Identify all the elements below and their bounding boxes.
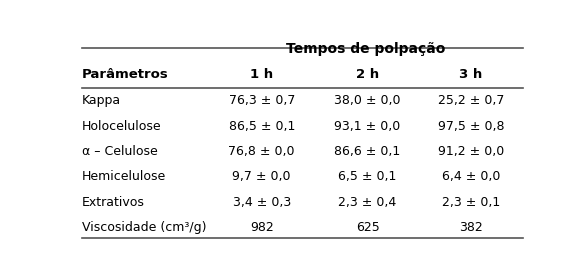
Text: 382: 382 <box>459 221 483 234</box>
Text: 2,3 ± 0,4: 2,3 ± 0,4 <box>338 196 397 209</box>
Text: α – Celulose: α – Celulose <box>81 145 157 158</box>
Text: 86,5 ± 0,1: 86,5 ± 0,1 <box>228 120 295 133</box>
Text: Parâmetros: Parâmetros <box>81 68 168 80</box>
Text: Tempos de polpação: Tempos de polpação <box>286 42 445 56</box>
Text: 2 h: 2 h <box>356 68 379 80</box>
Text: 625: 625 <box>356 221 379 234</box>
Text: Extrativos: Extrativos <box>81 196 145 209</box>
Text: 982: 982 <box>250 221 274 234</box>
Text: 93,1 ± 0,0: 93,1 ± 0,0 <box>335 120 401 133</box>
Text: 76,8 ± 0,0: 76,8 ± 0,0 <box>228 145 295 158</box>
Text: 86,6 ± 0,1: 86,6 ± 0,1 <box>335 145 401 158</box>
Text: 76,3 ± 0,7: 76,3 ± 0,7 <box>228 94 295 107</box>
Text: 97,5 ± 0,8: 97,5 ± 0,8 <box>438 120 504 133</box>
Text: Kappa: Kappa <box>81 94 121 107</box>
Text: Hemicelulose: Hemicelulose <box>81 170 166 183</box>
Text: Viscosidade (cm³/g): Viscosidade (cm³/g) <box>81 221 206 234</box>
Text: 1 h: 1 h <box>250 68 273 80</box>
Text: Holocelulose: Holocelulose <box>81 120 162 133</box>
Text: 91,2 ± 0,0: 91,2 ± 0,0 <box>438 145 504 158</box>
Text: 6,5 ± 0,1: 6,5 ± 0,1 <box>338 170 397 183</box>
Text: 9,7 ± 0,0: 9,7 ± 0,0 <box>232 170 291 183</box>
Text: 3,4 ± 0,3: 3,4 ± 0,3 <box>232 196 291 209</box>
Text: 2,3 ± 0,1: 2,3 ± 0,1 <box>442 196 500 209</box>
Text: 3 h: 3 h <box>460 68 483 80</box>
Text: 38,0 ± 0,0: 38,0 ± 0,0 <box>334 94 401 107</box>
Text: 6,4 ± 0,0: 6,4 ± 0,0 <box>442 170 500 183</box>
Text: 25,2 ± 0,7: 25,2 ± 0,7 <box>438 94 504 107</box>
